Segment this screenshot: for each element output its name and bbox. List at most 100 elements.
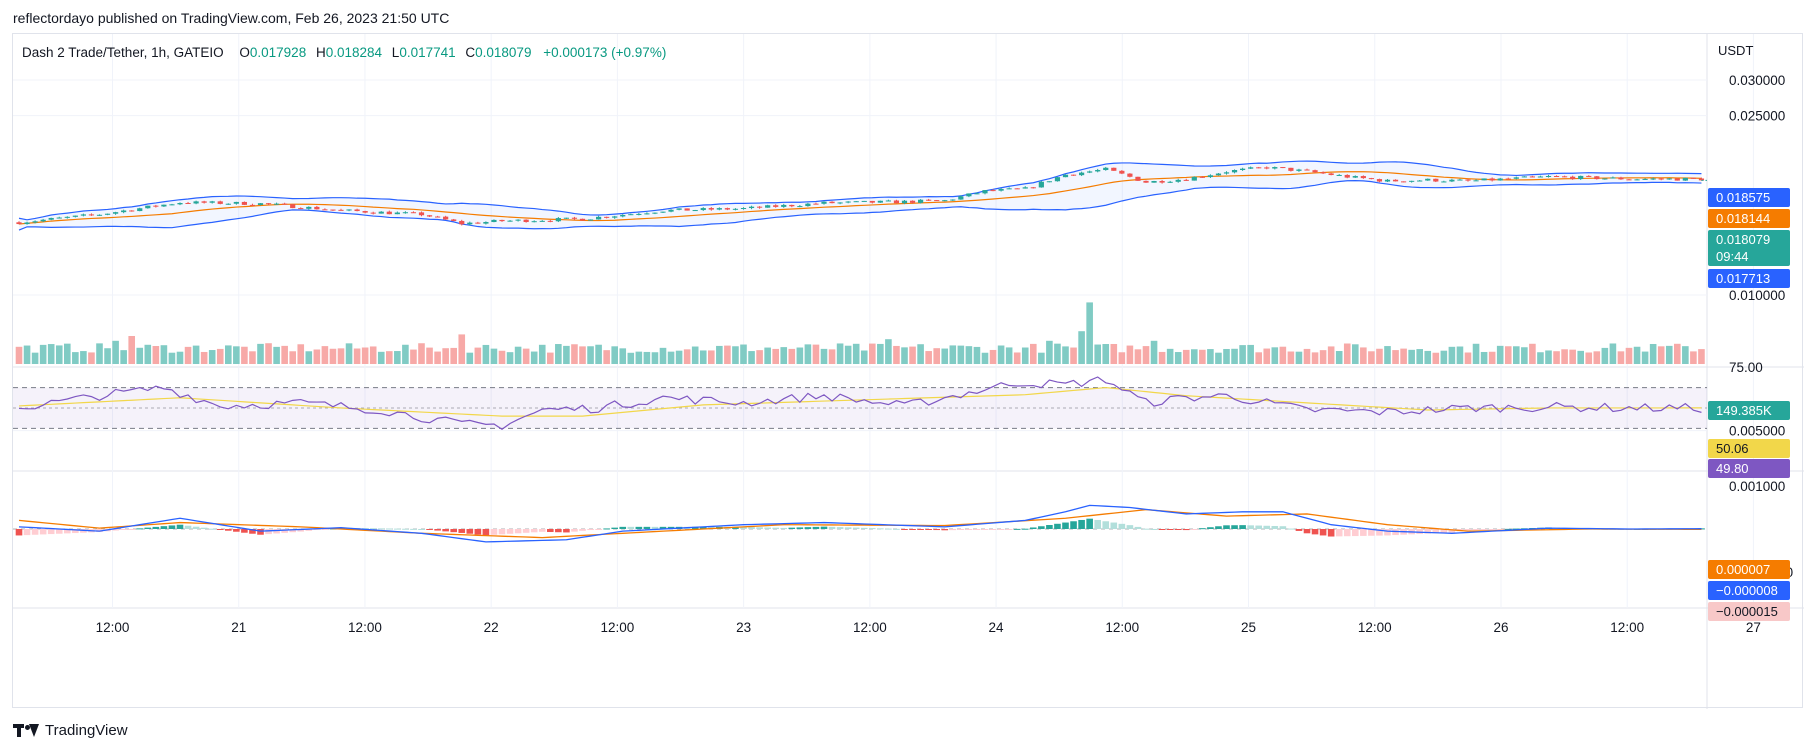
bb-lower-badge: 0.017713	[1708, 269, 1790, 288]
candle-body	[845, 201, 851, 203]
volume-bar	[321, 346, 329, 364]
bb-band-fill	[19, 161, 1702, 231]
macd-histogram-bar	[192, 526, 200, 529]
macd-histogram-bar	[216, 529, 224, 530]
macd-histogram-bar	[305, 529, 313, 531]
volume-bar	[1593, 351, 1601, 364]
macd-histogram-bar	[442, 529, 449, 532]
volume-bar	[852, 343, 860, 364]
candle-body	[1674, 178, 1680, 181]
volume-bar	[1545, 350, 1552, 364]
candle-body	[1119, 170, 1125, 174]
candle-body	[1698, 178, 1705, 181]
candle-body	[1312, 170, 1318, 173]
rsi-ma-line	[18, 386, 1702, 417]
symbol-title[interactable]: Dash 2 Trade/Tether, 1h, GATEIO	[22, 45, 224, 60]
macd-histogram-bar	[885, 528, 892, 530]
macd-histogram-bar	[361, 528, 369, 530]
candle-body	[1215, 173, 1222, 176]
candle-body	[386, 211, 392, 215]
candle-body	[1240, 168, 1246, 171]
volume-bar	[474, 347, 482, 364]
time-tick-label: 12:00	[348, 620, 382, 635]
price-tick-label: 0.030000	[1729, 73, 1785, 88]
chart-canvas[interactable]: 12:00 21 12:00 22 12:00 23 12:00 24 12:00 25 12:00…	[13, 34, 1804, 709]
macd-histogram-bar	[1166, 529, 1174, 530]
macd-histogram-bar	[1279, 526, 1287, 529]
candle-body	[563, 217, 569, 219]
volume-bar	[877, 343, 884, 364]
candle-body	[1062, 174, 1069, 178]
candle-body	[1618, 177, 1624, 180]
candle-body	[837, 202, 843, 204]
macd-histogram-bar	[925, 529, 932, 530]
time-tick-label: 23	[736, 620, 751, 635]
macd-histogram-bar	[1094, 519, 1101, 529]
macd-histogram-bar	[249, 529, 256, 534]
candle-body	[88, 214, 95, 216]
tradingview-logo[interactable]: TradingView	[13, 722, 128, 739]
volume-bar	[369, 346, 377, 364]
candle-body	[1111, 167, 1117, 171]
volume-bar	[1182, 349, 1190, 364]
volume-bar	[1295, 351, 1303, 364]
volume-bar	[1271, 347, 1279, 364]
candle-body	[1046, 181, 1052, 183]
candle-body	[24, 222, 30, 225]
volume-bar	[1360, 347, 1367, 364]
volume-bar	[490, 348, 498, 364]
macd-histogram-bar	[812, 526, 820, 529]
volume-bar	[55, 345, 63, 364]
candle-body	[1014, 188, 1020, 190]
macd-histogram-bar	[410, 528, 417, 530]
macd-histogram-bar	[394, 528, 401, 530]
macd-histogram-bar	[1263, 525, 1271, 529]
macd-histogram-bar	[241, 529, 248, 533]
volume-bar	[289, 351, 296, 364]
macd-histogram-bar	[168, 525, 176, 529]
candle-body	[1626, 179, 1632, 181]
macd-line	[18, 504, 1702, 543]
macd-histogram-bar	[860, 527, 868, 529]
volume-bar	[377, 351, 385, 364]
time-tick-label: 24	[989, 620, 1005, 635]
macd-histogram-bar	[989, 529, 997, 530]
volume-bar	[1488, 351, 1496, 364]
macd-histogram-bar	[1215, 526, 1222, 529]
candle-body	[443, 216, 449, 220]
candle-body	[1183, 179, 1189, 181]
macd-histogram-bar	[1287, 528, 1295, 530]
volume-bar	[1311, 352, 1319, 364]
candle-body	[587, 219, 594, 221]
volume-bar	[313, 349, 321, 364]
macd-histogram-bar	[1464, 529, 1472, 531]
volume-badge: 149.385K	[1708, 401, 1790, 420]
candle-body	[410, 212, 417, 214]
brand-name: TradingView	[45, 722, 128, 739]
macd-histogram-bar	[402, 528, 409, 530]
volume-bar	[168, 352, 176, 364]
volume-bar	[1335, 351, 1343, 364]
macd-histogram-bar	[788, 527, 796, 529]
candle-body	[990, 190, 996, 192]
volume-bar	[281, 345, 288, 364]
candle-body	[748, 206, 755, 209]
macd-histogram-bar	[1416, 529, 1423, 534]
macd-histogram-bar	[869, 528, 876, 530]
candle-body	[1537, 176, 1544, 178]
candle-body	[1256, 167, 1262, 169]
volume-bar	[1537, 352, 1544, 364]
macd-histogram-bar	[1295, 529, 1303, 531]
volume-bar	[1392, 350, 1399, 364]
macd-histogram-bar	[377, 528, 385, 530]
volume-bar	[732, 346, 739, 364]
currency-label[interactable]: USDT	[1718, 43, 1754, 58]
candle-body	[571, 217, 578, 219]
candle-body	[72, 215, 78, 217]
candle-body	[177, 202, 183, 205]
rsi-badge: 49.80	[1708, 459, 1790, 478]
volume-bar	[120, 350, 127, 364]
volume-bar	[273, 346, 280, 364]
volume-bar	[901, 347, 908, 364]
histogram-badge: −0.000015	[1708, 602, 1790, 621]
